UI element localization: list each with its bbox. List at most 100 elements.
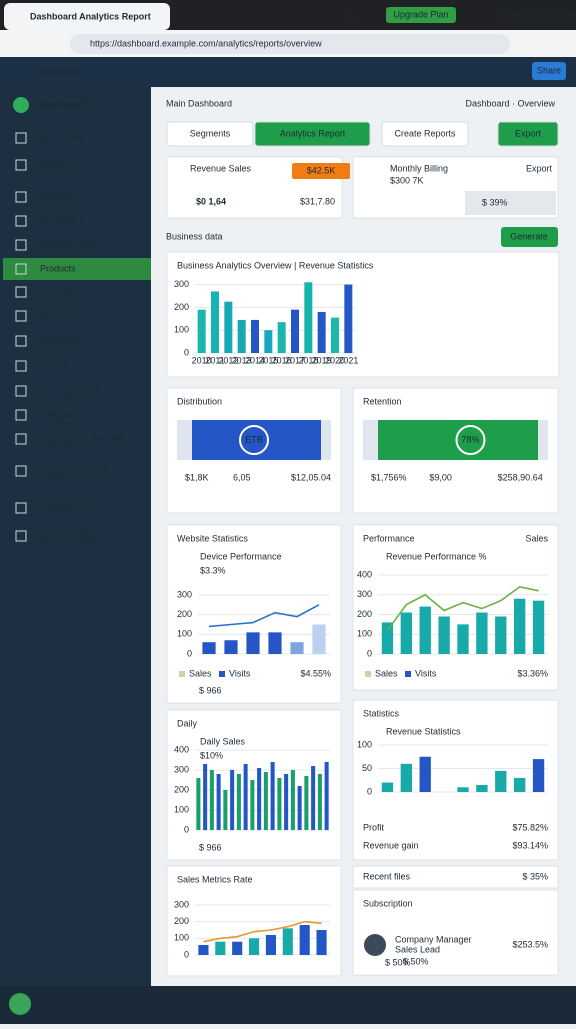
card-subtitle: Revenue Statistics bbox=[386, 726, 461, 736]
sidebar-item[interactable]: Settings Admin bbox=[40, 385, 100, 395]
sidebar-item[interactable]: Accounts bbox=[40, 310, 78, 320]
y-tick-label: 200 bbox=[174, 302, 189, 312]
bar bbox=[251, 319, 259, 353]
sidebar-item[interactable]: Integrations bbox=[40, 502, 88, 512]
sidebar-item[interactable]: Revenue Sales bbox=[40, 239, 102, 249]
bar bbox=[316, 930, 327, 955]
toolbar-label: Segments bbox=[190, 128, 231, 138]
bar bbox=[457, 624, 469, 654]
x-tick-label: 2012 bbox=[218, 355, 238, 365]
sidebar-icon bbox=[15, 215, 27, 227]
card-footer: $3.36% bbox=[517, 668, 548, 678]
share-button[interactable] bbox=[532, 62, 566, 80]
sidebar-item[interactable]: Feedback bbox=[40, 409, 80, 419]
sidebar-item[interactable]: Customers bbox=[40, 215, 84, 225]
toolbar-button[interactable] bbox=[381, 121, 469, 147]
legend-label: Sales bbox=[189, 668, 212, 678]
upgrade-label: Upgrade Plan bbox=[393, 9, 448, 19]
card-title: Performance bbox=[363, 533, 415, 543]
y-tick-label: 100 bbox=[357, 629, 372, 639]
card bbox=[352, 699, 559, 861]
bar bbox=[304, 282, 313, 353]
sidebar-icon bbox=[15, 502, 27, 514]
files-label: Recent files bbox=[363, 871, 411, 881]
sidebar-item[interactable]: Marketing bbox=[40, 335, 80, 345]
legend-swatch bbox=[405, 671, 411, 677]
kpi-action: Export bbox=[526, 163, 553, 173]
toolbar-button[interactable] bbox=[254, 121, 371, 147]
sidebar-icon bbox=[15, 530, 27, 542]
card-metric: $10% bbox=[200, 750, 223, 760]
bar bbox=[198, 945, 209, 955]
sidebar-icon bbox=[15, 335, 27, 347]
sidebar-item[interactable]: Analytics bbox=[40, 159, 77, 169]
toolbar-button[interactable] bbox=[497, 121, 559, 147]
bar bbox=[400, 763, 412, 792]
bar bbox=[290, 770, 295, 830]
x-tick-label: 2011 bbox=[205, 355, 224, 365]
share-label: Share bbox=[537, 65, 561, 75]
sidebar-brand: Dashboard bbox=[40, 99, 87, 109]
sidebar-item[interactable]: Invoices bbox=[40, 286, 74, 296]
y-tick-label: 200 bbox=[357, 609, 372, 619]
x-tick-label: 2010 bbox=[192, 355, 212, 365]
sidebar-item[interactable]: Dashboard bbox=[40, 132, 84, 142]
y-tick-label: 300 bbox=[177, 589, 192, 599]
kpi-value: $0 1,64 bbox=[196, 196, 226, 206]
profile-role: Sales Lead bbox=[395, 944, 440, 954]
generate-button[interactable] bbox=[501, 227, 558, 247]
sidebar-icon bbox=[15, 360, 27, 372]
profile-name: Company Manager bbox=[395, 934, 472, 944]
kpi-pct-box bbox=[465, 191, 556, 215]
bar bbox=[304, 776, 309, 830]
bar bbox=[224, 301, 233, 353]
bar bbox=[419, 756, 431, 792]
tab[interactable] bbox=[4, 3, 170, 30]
bar bbox=[495, 616, 507, 654]
section-title: Business data bbox=[166, 231, 223, 241]
toolbar-label: Export bbox=[515, 128, 542, 138]
kpi-pct: $ 39% bbox=[482, 197, 508, 207]
files-count: $ 35% bbox=[522, 871, 548, 881]
bar bbox=[532, 759, 545, 792]
progress-ring bbox=[239, 425, 269, 455]
y-tick-label: 0 bbox=[184, 949, 189, 959]
x-tick-label: 2017 bbox=[285, 355, 305, 365]
bar bbox=[196, 778, 201, 830]
sidebar-item[interactable]: Orders bbox=[40, 360, 68, 370]
x-tick-label: 2021 bbox=[338, 355, 358, 365]
y-tick-label: 300 bbox=[357, 589, 372, 599]
sidebar-item[interactable]: Support Settings bbox=[40, 465, 107, 475]
toolbar-button[interactable] bbox=[166, 121, 254, 147]
sidebar-item[interactable]: Products bbox=[40, 263, 76, 273]
y-tick-label: 0 bbox=[187, 648, 192, 658]
y-tick-label: 50 bbox=[362, 763, 372, 773]
upgrade-button[interactable] bbox=[386, 7, 456, 23]
bar bbox=[381, 782, 394, 792]
card-note: $ 50% bbox=[385, 957, 411, 967]
sidebar-item[interactable]: Reports bbox=[40, 191, 72, 201]
bar bbox=[230, 770, 235, 830]
stat-row: Profit bbox=[363, 822, 385, 832]
bar bbox=[297, 786, 302, 830]
card-metric: $3.3% bbox=[200, 565, 226, 575]
url-field[interactable] bbox=[70, 34, 510, 54]
card-note: $ 966 bbox=[199, 842, 222, 852]
y-tick-label: 300 bbox=[174, 899, 189, 909]
bar bbox=[331, 317, 339, 353]
x-tick-label: 2018 bbox=[298, 355, 318, 365]
new-tab[interactable]: + bbox=[348, 11, 353, 21]
card-title: Sales Metrics Rate bbox=[177, 874, 253, 884]
files-row bbox=[352, 865, 559, 889]
sidebar-item[interactable]: Help Center Settings bbox=[40, 433, 124, 443]
card-subtitle: Device Performance bbox=[200, 551, 282, 561]
bar bbox=[457, 787, 469, 792]
bar bbox=[216, 774, 221, 830]
bar bbox=[495, 770, 507, 792]
bar bbox=[400, 612, 412, 654]
bar bbox=[265, 935, 276, 955]
sidebar-item[interactable]: Account Center bbox=[40, 530, 102, 540]
bar bbox=[381, 622, 394, 654]
